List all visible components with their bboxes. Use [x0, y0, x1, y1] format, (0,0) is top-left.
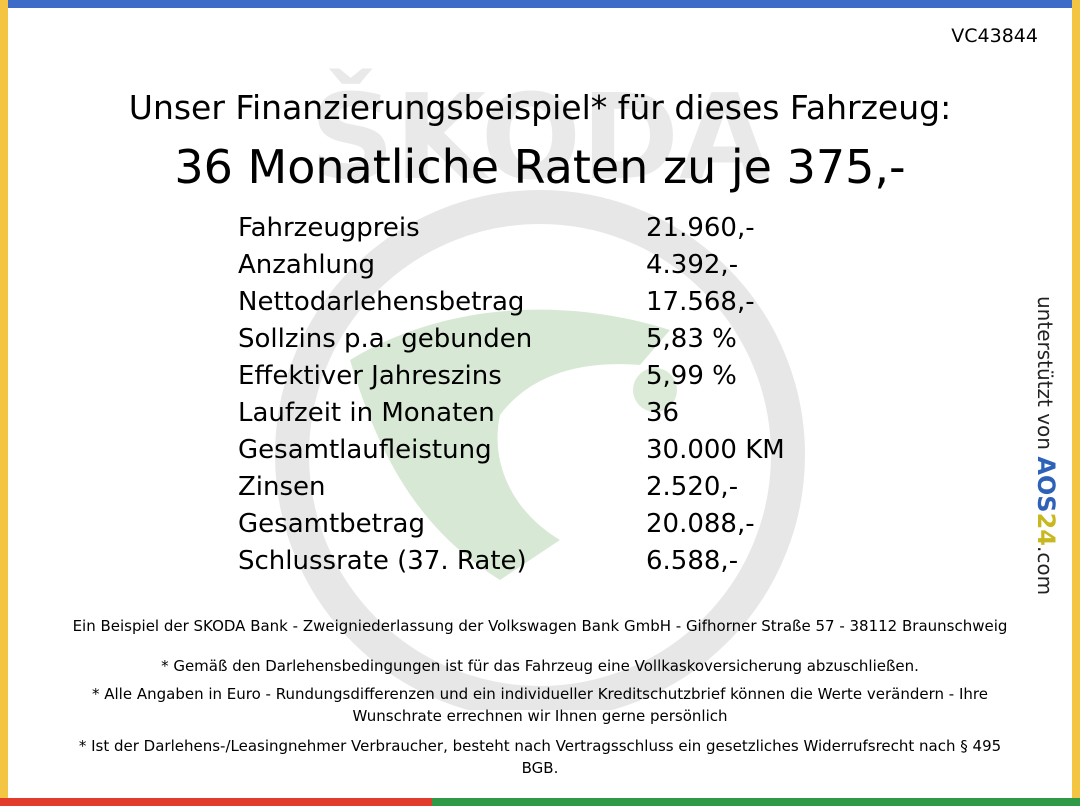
row-value: 30.000 KM [646, 435, 785, 465]
row-label: Zinsen [238, 472, 326, 502]
row-schlussrate: Schlussrate (37. Rate) 6.588,- [238, 543, 785, 580]
row-value: 21.960,- [646, 213, 755, 243]
financing-table: Fahrzeugpreis 21.960,- Anzahlung 4.392,- N… [238, 210, 785, 580]
row-effektiver-jahreszins: Effektiver Jahreszins 5,99 % [238, 358, 785, 395]
monthly-rate-headline: 36 Monatliche Raten zu je 375,- [174, 140, 906, 194]
row-label: Anzahlung [238, 250, 376, 280]
euro-footnote: * Alle Angaben in Euro - Rundungsdiffere… [91, 685, 988, 725]
row-label: Fahrzeugpreis [238, 213, 420, 243]
left-border [0, 0, 8, 806]
row-value: 5,99 % [646, 361, 737, 391]
withdrawal-footnote: * Ist der Darlehens-/Leasingnehmer Verbr… [78, 737, 1002, 777]
row-value: 5,83 % [646, 324, 737, 354]
headline: Unser Finanzierungsbeispiel* für dieses … [128, 88, 952, 127]
row-sollzins: Sollzins p.a. gebunden 5,83 % [238, 321, 785, 358]
row-gesamtbetrag: Gesamtbetrag 20.088,- [238, 506, 785, 543]
row-label: Schlussrate (37. Rate) [238, 546, 527, 576]
row-value: 4.392,- [646, 250, 739, 280]
row-value: 6.588,- [646, 546, 739, 576]
row-laufzeit: Laufzeit in Monaten 36 [238, 395, 785, 432]
bottom-border [0, 798, 1080, 806]
row-label: Laufzeit in Monaten [238, 398, 495, 428]
row-label: Gesamtbetrag [238, 509, 425, 539]
row-gesamtlaufleistung: Gesamtlaufleistung 30.000 KM [238, 432, 785, 469]
row-nettodarlehensbetrag: Nettodarlehensbetrag 17.568,- [238, 284, 785, 321]
branding-brand: AOS [1032, 456, 1060, 513]
top-border [0, 0, 1080, 8]
right-border [1072, 0, 1080, 806]
row-value: 2.520,- [646, 472, 739, 502]
branding-suffix: .com [1033, 545, 1057, 596]
row-zinsen: Zinsen 2.520,- [238, 469, 785, 506]
row-value: 17.568,- [646, 287, 755, 317]
branding-prefix: unterstützt von [1033, 296, 1057, 450]
insurance-footnote: * Gemäß den Darlehensbedingungen ist für… [161, 657, 919, 675]
aos24-branding: unterstützt von AOS24.com [1032, 296, 1060, 595]
row-fahrzeugpreis: Fahrzeugpreis 21.960,- [238, 210, 785, 247]
row-value: 36 [646, 398, 680, 428]
row-label: Effektiver Jahreszins [238, 361, 502, 391]
reference-number: VC43844 [951, 25, 1038, 47]
row-anzahlung: Anzahlung 4.392,- [238, 247, 785, 284]
bank-footnote: Ein Beispiel der SKODA Bank - Zweigniede… [72, 617, 1008, 635]
row-label: Gesamtlaufleistung [238, 435, 492, 465]
row-label: Sollzins p.a. gebunden [238, 324, 533, 354]
row-label: Nettodarlehensbetrag [238, 287, 525, 317]
row-value: 20.088,- [646, 509, 755, 539]
branding-number: 24 [1032, 512, 1060, 546]
